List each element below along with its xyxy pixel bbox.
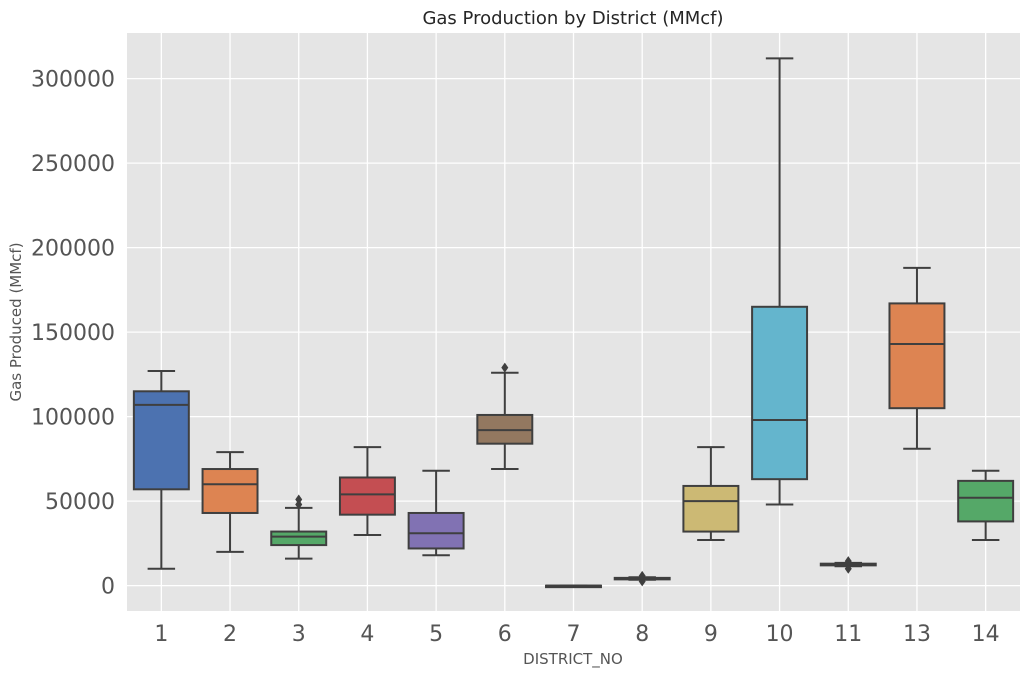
- iqr-box: [407, 511, 465, 550]
- box-district-7: [545, 584, 602, 589]
- y-tick-label: 100000: [31, 406, 115, 431]
- outlier-marker: [638, 576, 646, 587]
- y-axis-label: Gas Produced (MMcf): [7, 242, 25, 401]
- x-tick-label: 3: [292, 622, 306, 647]
- box-district-4: [338, 446, 396, 536]
- x-tick-label: 5: [429, 622, 443, 647]
- outlier-marker: [844, 563, 852, 574]
- x-axis-label: DISTRICT_NO: [523, 650, 623, 669]
- box-district-14: [957, 469, 1015, 542]
- x-tick-label: 1: [154, 622, 168, 647]
- y-tick-label: 0: [101, 575, 115, 600]
- box-district-3: [270, 494, 328, 560]
- y-tick-labels: 0 50000 100000 150000 200000 250000 300000: [31, 68, 115, 600]
- x-tick-label: 7: [567, 622, 581, 647]
- y-tick-label: 150000: [31, 321, 115, 346]
- x-tick-label: 6: [498, 622, 512, 647]
- outlier-marker: [501, 362, 509, 373]
- box-district-9: [682, 446, 740, 542]
- x-tick-label: 2: [223, 622, 237, 647]
- boxes: [132, 57, 1015, 589]
- box-district-2: [201, 451, 259, 553]
- y-tick-label: 250000: [31, 152, 115, 177]
- x-tick-label: 9: [704, 622, 718, 647]
- outlier-marker: [295, 499, 303, 510]
- outlier-marker: [638, 570, 646, 581]
- x-tick-labels: 1 2 3 4 5 6 7 8 9 10 11 13 14: [154, 622, 999, 647]
- y-tick-label: 200000: [31, 237, 115, 262]
- outlier-marker: [844, 556, 852, 567]
- x-tick-label: 8: [635, 622, 649, 647]
- iqr-box: [132, 390, 190, 491]
- box-district-5: [407, 469, 465, 557]
- iqr-box: [201, 468, 259, 514]
- iqr-box: [888, 302, 946, 410]
- box-district-13: [888, 266, 946, 450]
- box-district-10: [751, 57, 809, 506]
- iqr-box: [957, 479, 1015, 523]
- y-tick-label: 300000: [31, 68, 115, 93]
- box-district-11: [819, 556, 877, 574]
- x-tick-label: 14: [972, 622, 1000, 647]
- y-tick-label: 50000: [45, 490, 115, 515]
- x-tick-label: 4: [360, 622, 374, 647]
- chart-title: Gas Production by District (MMcf): [422, 8, 723, 29]
- iqr-box: [270, 530, 328, 547]
- x-tick-label: 13: [903, 622, 931, 647]
- outlier-marker: [295, 494, 303, 505]
- box-district-1: [132, 370, 190, 570]
- iqr-box: [751, 305, 809, 481]
- x-tick-label: 10: [766, 622, 794, 647]
- iqr-box: [338, 476, 396, 516]
- box-district-6: [476, 362, 534, 471]
- box-district-8: [613, 570, 671, 587]
- iqr-box: [682, 484, 740, 533]
- x-tick-label: 11: [834, 622, 862, 647]
